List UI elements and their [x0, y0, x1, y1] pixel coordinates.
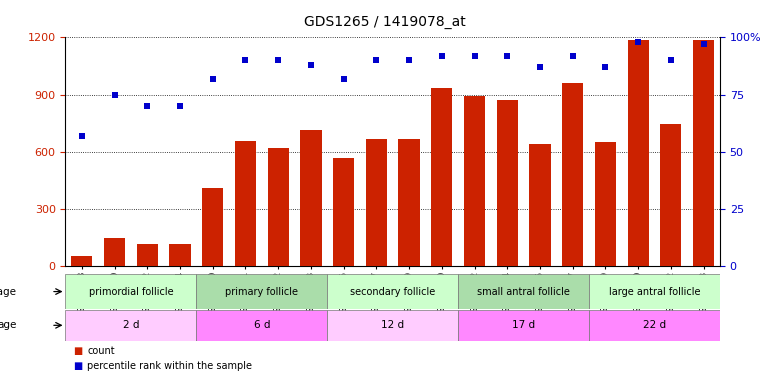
- Point: [109, 92, 121, 98]
- Point: [174, 103, 186, 109]
- Text: primary follicle: primary follicle: [226, 286, 298, 297]
- Bar: [235, 141, 256, 266]
- Bar: [398, 138, 420, 266]
- Bar: [65, 274, 196, 309]
- Bar: [300, 130, 322, 266]
- Point: [206, 76, 219, 82]
- Text: age: age: [0, 320, 16, 330]
- Point: [75, 133, 88, 139]
- Bar: [65, 310, 196, 340]
- Bar: [327, 310, 458, 340]
- Point: [239, 57, 252, 63]
- Bar: [431, 88, 453, 266]
- Bar: [136, 244, 158, 266]
- Point: [337, 76, 350, 82]
- Bar: [589, 274, 720, 309]
- Bar: [628, 40, 649, 266]
- Text: 6 d: 6 d: [253, 320, 270, 330]
- Bar: [169, 244, 191, 266]
- Point: [665, 57, 677, 63]
- Bar: [589, 310, 720, 340]
- Point: [599, 64, 611, 70]
- Point: [370, 57, 383, 63]
- Point: [468, 53, 480, 59]
- Point: [501, 53, 514, 59]
- Text: 17 d: 17 d: [512, 320, 535, 330]
- Point: [534, 64, 546, 70]
- Text: ■: ■: [73, 361, 82, 370]
- Bar: [71, 256, 92, 266]
- Bar: [562, 83, 584, 266]
- Bar: [693, 40, 715, 266]
- Text: 2 d: 2 d: [122, 320, 139, 330]
- Text: small antral follicle: small antral follicle: [477, 286, 570, 297]
- Text: percentile rank within the sample: percentile rank within the sample: [87, 361, 252, 370]
- Bar: [594, 142, 616, 266]
- Text: large antral follicle: large antral follicle: [609, 286, 700, 297]
- Bar: [458, 274, 589, 309]
- Bar: [333, 158, 354, 266]
- Text: count: count: [87, 346, 115, 355]
- Point: [698, 41, 710, 47]
- Bar: [458, 310, 589, 340]
- Bar: [196, 310, 327, 340]
- Point: [403, 57, 415, 63]
- Bar: [464, 96, 485, 266]
- Bar: [366, 138, 387, 266]
- Bar: [202, 188, 223, 266]
- Point: [272, 57, 284, 63]
- Point: [436, 53, 448, 59]
- Bar: [660, 124, 681, 266]
- Bar: [196, 274, 327, 309]
- Bar: [104, 238, 126, 266]
- Point: [305, 62, 317, 68]
- Bar: [327, 274, 458, 309]
- Text: 12 d: 12 d: [381, 320, 404, 330]
- Point: [632, 39, 644, 45]
- Text: development stage: development stage: [0, 286, 16, 297]
- Bar: [529, 144, 551, 266]
- Text: 22 d: 22 d: [643, 320, 666, 330]
- Text: secondary follicle: secondary follicle: [350, 286, 435, 297]
- Point: [567, 53, 579, 59]
- Text: ■: ■: [73, 346, 82, 355]
- Bar: [497, 100, 518, 266]
- Bar: [267, 148, 289, 266]
- Text: GDS1265 / 1419078_at: GDS1265 / 1419078_at: [304, 15, 466, 29]
- Point: [141, 103, 153, 109]
- Text: primordial follicle: primordial follicle: [89, 286, 173, 297]
